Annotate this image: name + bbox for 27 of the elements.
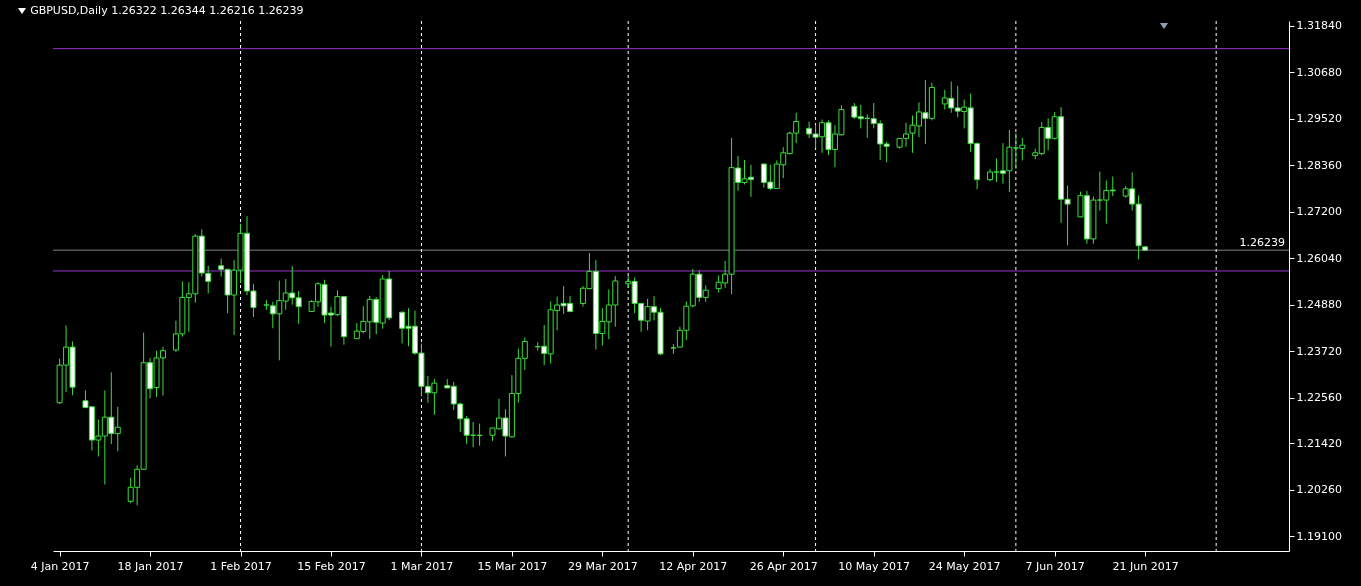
- x-tick-label: 24 May 2017: [928, 559, 1001, 573]
- x-tick-label: 21 Jun 2017: [1112, 559, 1179, 573]
- y-tick-label: 1.21420: [1296, 436, 1342, 450]
- y-tick-label: 1.23720: [1296, 344, 1342, 358]
- y-tick-label: 1.20260: [1296, 483, 1342, 497]
- x-tick-label: 15 Mar 2017: [477, 559, 548, 573]
- x-tick-label: 29 Mar 2017: [567, 559, 638, 573]
- x-tick-label: 1 Mar 2017: [390, 559, 454, 573]
- y-tick-label: 1.31840: [1296, 19, 1342, 33]
- ref-line-label: 1.26239: [1239, 236, 1285, 250]
- y-tick-label: 1.28360: [1296, 158, 1342, 172]
- x-tick-label: 7 Jun 2017: [1025, 559, 1085, 573]
- x-tick-label: 15 Feb 2017: [297, 559, 366, 573]
- y-tick-label: 1.27200: [1296, 205, 1342, 219]
- y-tick-label: 1.24880: [1296, 298, 1342, 312]
- x-tick-label: 4 Jan 2017: [30, 559, 90, 573]
- x-tick-label: 18 Jan 2017: [117, 559, 184, 573]
- y-tick-label: 1.29520: [1296, 112, 1342, 126]
- chart-title: GBPUSD,Daily 1.26322 1.26344 1.26216 1.26239: [30, 3, 304, 17]
- y-tick-label: 1.22560: [1296, 391, 1342, 405]
- y-tick-label: 1.19100: [1296, 529, 1342, 543]
- y-tick-label: 1.30680: [1296, 65, 1342, 79]
- x-tick-label: 1 Feb 2017: [210, 559, 272, 573]
- y-tick-label: 1.26040: [1296, 251, 1342, 265]
- x-tick-label: 26 Apr 2017: [749, 559, 818, 573]
- x-tick-label: 10 May 2017: [838, 559, 911, 573]
- x-tick-label: 12 Apr 2017: [659, 559, 728, 573]
